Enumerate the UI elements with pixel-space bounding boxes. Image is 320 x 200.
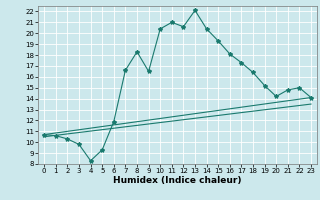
X-axis label: Humidex (Indice chaleur): Humidex (Indice chaleur) — [113, 176, 242, 185]
